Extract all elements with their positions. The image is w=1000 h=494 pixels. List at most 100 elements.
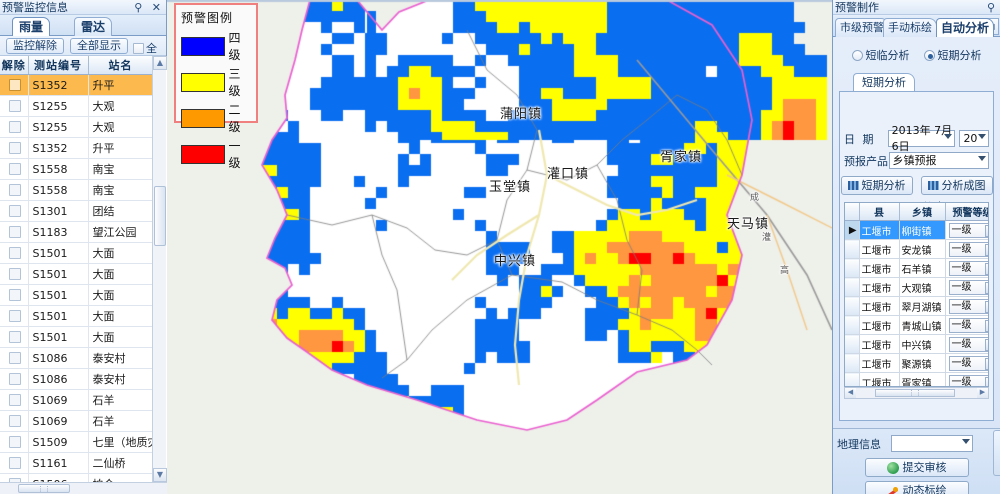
table-row[interactable]: S1161 二仙桥 <box>0 452 154 474</box>
scroll-up-icon[interactable]: ▲ <box>153 56 167 70</box>
row-release-checkbox[interactable] <box>0 95 29 117</box>
hscroll-thumb[interactable]: ⋮⋮ <box>18 484 70 493</box>
date-picker[interactable]: 2013年 7月 6日 <box>887 124 956 153</box>
chevron-down-icon[interactable] <box>984 263 988 275</box>
row-release-checkbox[interactable] <box>0 158 29 180</box>
chevron-down-icon[interactable] <box>984 244 988 256</box>
warning-map[interactable]: 灌口镇 玉堂镇 胥家镇 天马镇 中兴镇 蒲阳镇成灌高 <box>167 0 832 494</box>
table-row[interactable]: S1506柏合 <box>0 473 154 482</box>
warning-level-select[interactable]: 一级 <box>948 318 988 333</box>
col-header-warning-level[interactable]: 预警等级 <box>945 203 988 221</box>
row-release-checkbox[interactable] <box>0 74 29 96</box>
row-release-checkbox[interactable] <box>0 116 29 138</box>
row-release-checkbox[interactable] <box>0 473 29 482</box>
chevron-down-icon[interactable] <box>984 320 988 332</box>
col-header-station-name[interactable]: 站名 <box>88 56 154 75</box>
release-monitor-button[interactable]: 监控解除 <box>6 38 64 54</box>
warning-level-select[interactable]: 一级 <box>948 261 988 276</box>
row-release-checkbox[interactable] <box>0 431 29 453</box>
select-all-checkbox[interactable]: 全 <box>133 40 157 56</box>
warning-level-select[interactable]: 一级 <box>948 280 988 295</box>
table-row[interactable]: S1255 大观 <box>0 95 154 117</box>
scroll-down-icon[interactable]: ▼ <box>153 468 167 482</box>
product-select[interactable]: 乡镇预报 <box>888 152 989 169</box>
cell-warning-level[interactable]: 一级 <box>945 296 988 316</box>
chevron-down-icon[interactable] <box>984 339 988 351</box>
township-grid-hscrollbar[interactable]: ◀ ⋮⋮ ▶ <box>844 387 989 399</box>
station-grid-vscrollbar[interactable]: ▲ ▼ <box>152 56 167 482</box>
table-row[interactable]: S1069 石羊 <box>0 410 154 432</box>
table-row[interactable]: S1558 南宝 <box>0 158 154 180</box>
col-header-county[interactable]: 县 <box>859 203 900 221</box>
table-row[interactable]: S1501 大面 <box>0 263 154 285</box>
row-release-checkbox[interactable] <box>0 284 29 306</box>
table-row[interactable]: S1069 石羊 <box>0 389 154 411</box>
row-release-checkbox[interactable] <box>0 221 29 243</box>
warning-level-select[interactable]: 一级 <box>948 375 988 386</box>
table-row[interactable]: S1255 大观 <box>0 116 154 138</box>
right-panel-pin-icon[interactable]: ⚲ <box>986 1 998 14</box>
table-row[interactable]: S1558 南宝 <box>0 179 154 201</box>
table-row[interactable]: S1086 泰安村 <box>0 368 154 390</box>
station-grid[interactable]: 解除 测站编号 站名 S1352 升平 S1255 大观 S1255 大观 S1352 升平 S… <box>0 56 167 482</box>
cell-warning-level[interactable]: 一级 <box>945 353 988 373</box>
cell-warning-level[interactable]: 一级 <box>945 372 988 386</box>
row-release-checkbox[interactable] <box>0 410 29 432</box>
cell-warning-level[interactable]: 一级 <box>945 334 988 354</box>
cell-warning-level[interactable]: 一级 <box>945 239 988 259</box>
radio-short-range[interactable]: 短期分析 <box>923 47 982 63</box>
table-row[interactable]: S1183 望江公园 <box>0 221 154 243</box>
scroll-right-icon[interactable]: ▶ <box>977 388 988 398</box>
tab-radar[interactable]: 雷达 <box>74 17 113 36</box>
table-row[interactable]: 工堰市 安龙镇 一级 <box>845 239 988 259</box>
township-warning-grid[interactable]: 县 乡镇 预警等级 ▶ 工堰市 柳街镇 一级 工堰市 安龙镇 一级 工堰市 石羊镇 一级 工堰市 大观… <box>844 202 989 387</box>
station-grid-hscrollbar[interactable]: ⋮⋮ <box>0 482 167 494</box>
row-release-checkbox[interactable] <box>0 389 29 411</box>
col-header-township[interactable]: 乡镇 <box>899 203 946 221</box>
table-row[interactable]: S1501 大面 <box>0 242 154 264</box>
map-raster-canvas[interactable] <box>167 0 832 494</box>
run-short-range-analysis-button[interactable]: 短期分析 <box>840 176 913 195</box>
chevron-down-icon[interactable] <box>984 301 988 313</box>
table-row[interactable]: S1501 大面 <box>0 326 154 348</box>
col-header-station-id[interactable]: 测站编号 <box>28 56 89 75</box>
row-release-checkbox[interactable] <box>0 242 29 264</box>
cell-warning-level[interactable]: 一级 <box>945 315 988 335</box>
warning-level-select[interactable]: 一级 <box>948 337 988 352</box>
row-release-checkbox[interactable] <box>0 452 29 474</box>
table-row[interactable]: S1509 七里（地质灾 <box>0 431 154 453</box>
chevron-down-icon[interactable] <box>984 282 988 294</box>
row-release-checkbox[interactable] <box>0 368 29 390</box>
vscroll-thumb[interactable] <box>154 186 166 246</box>
row-release-checkbox[interactable] <box>0 347 29 369</box>
table-row[interactable]: S1086 泰安村 <box>0 347 154 369</box>
show-all-button[interactable]: 全部显示 <box>70 38 128 54</box>
cell-warning-level[interactable]: 一级 <box>945 258 988 278</box>
dynamic-plot-button[interactable]: 动态标绘 <box>864 481 969 494</box>
row-release-checkbox[interactable] <box>0 305 29 327</box>
table-row[interactable]: 工堰市 胥家镇 一级 <box>845 372 988 386</box>
row-release-checkbox[interactable] <box>0 326 29 348</box>
table-row[interactable]: S1301 团结 <box>0 200 154 222</box>
hscroll-thumb[interactable]: ⋮⋮ <box>875 389 955 397</box>
col-header-release[interactable]: 解除 <box>0 56 29 75</box>
generate-analysis-map-button[interactable]: 分析成图 <box>920 176 993 195</box>
table-row[interactable]: S1501 大面 <box>0 284 154 306</box>
tab-auto-analysis[interactable]: 自动分析 <box>936 18 995 37</box>
warning-level-select[interactable]: 一级 <box>948 356 988 371</box>
geo-info-select[interactable] <box>891 435 973 452</box>
hour-select[interactable]: 20 <box>959 130 989 147</box>
tab-manual-plot[interactable]: 手动标绘 <box>883 18 937 37</box>
inner-tab-short-range[interactable]: 短期分析 <box>853 73 915 91</box>
table-row[interactable]: 工堰市 青城山镇 一级 <box>845 315 988 335</box>
tab-rainfall[interactable]: 雨量 <box>12 17 51 36</box>
chevron-down-icon[interactable] <box>984 358 988 370</box>
radio-short-term-nowcast[interactable]: 短临分析 <box>851 47 910 63</box>
chevron-down-icon[interactable] <box>984 377 988 386</box>
table-row[interactable]: ▶ 工堰市 柳街镇 一级 <box>845 220 988 240</box>
table-row[interactable]: S1352 升平 <box>0 74 154 96</box>
row-release-checkbox[interactable] <box>0 263 29 285</box>
panel-edge-handle[interactable] <box>993 430 1000 476</box>
chevron-down-icon[interactable] <box>984 225 988 237</box>
scroll-left-icon[interactable]: ◀ <box>845 388 856 398</box>
